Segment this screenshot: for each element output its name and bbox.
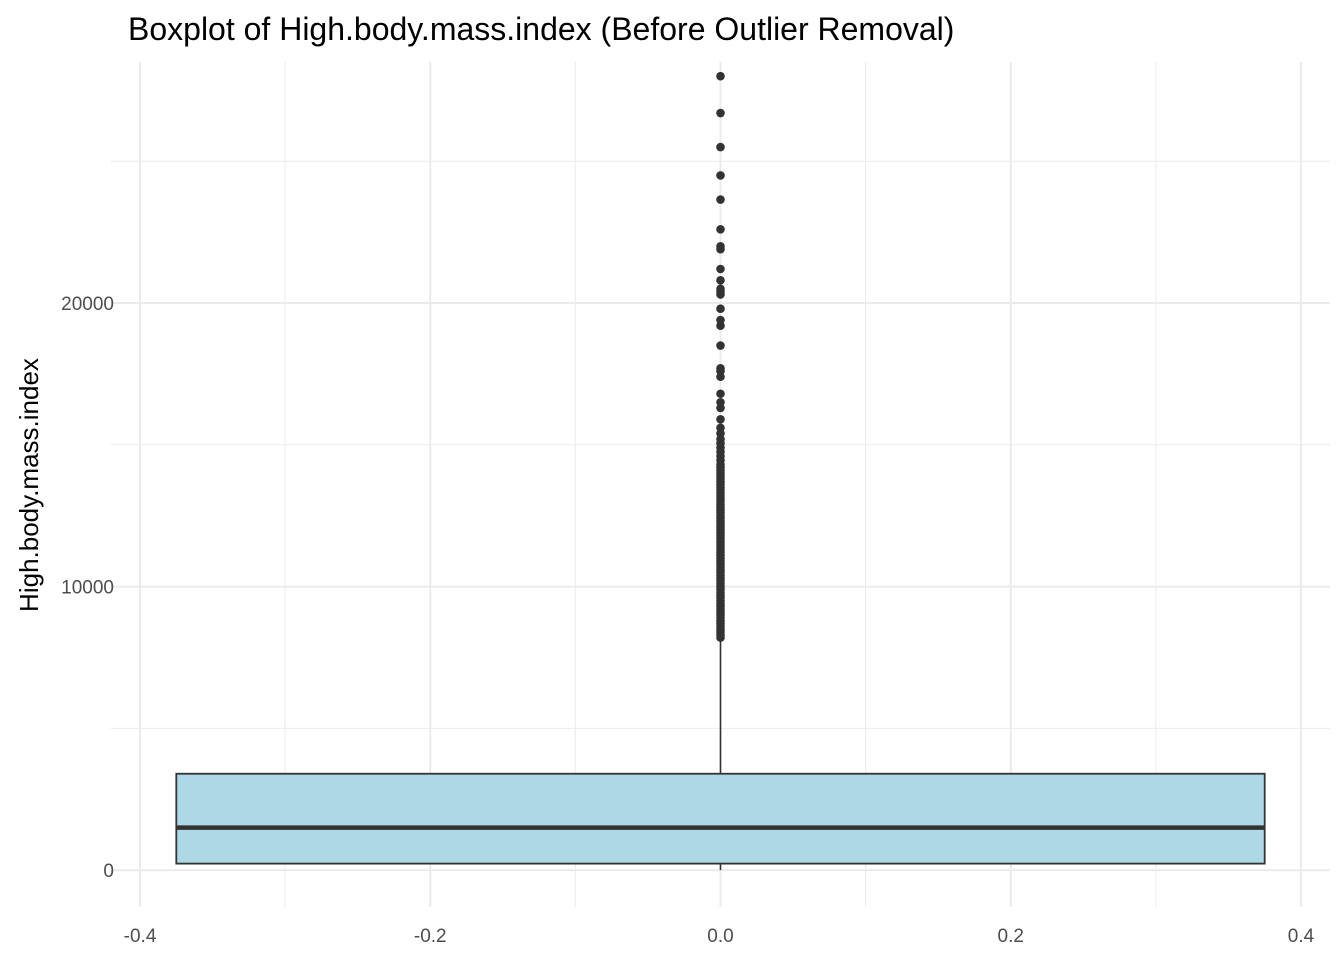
outlier-point	[716, 276, 725, 285]
chart-title: Boxplot of High.body.mass.index (Before …	[128, 11, 954, 47]
outlier-point	[716, 397, 725, 407]
outlier-point	[716, 242, 725, 251]
y-tick-label: 10000	[61, 578, 114, 599]
x-tick-label: 0.0	[707, 926, 733, 947]
x-tick-label: 0.2	[998, 926, 1024, 947]
outlier-point	[716, 171, 725, 180]
x-tick-label: -0.4	[124, 926, 157, 947]
outlier-point	[716, 414, 725, 424]
outlier-point	[716, 363, 725, 373]
box-layer	[175, 637, 1266, 871]
outlier-point	[716, 142, 725, 152]
outlier-point	[716, 315, 725, 325]
x-tick-label: -0.2	[414, 926, 447, 947]
outlier-point	[716, 108, 725, 118]
outlier-point	[716, 264, 725, 274]
y-axis-label: High.body.mass.index	[14, 358, 44, 612]
outlier-point	[716, 341, 725, 350]
outlier-point	[716, 224, 725, 234]
x-tick-label: 0.4	[1288, 926, 1315, 947]
outlier-point	[716, 389, 725, 399]
tick-label-layer: -0.4 -0.2 0.0 0.2 0.4 0 10000 20000	[61, 294, 1314, 947]
outlier-point	[716, 304, 725, 313]
outlier-point	[716, 195, 725, 204]
outlier-point	[716, 284, 725, 294]
y-tick-label: 0	[103, 861, 114, 882]
outlier-point	[716, 71, 725, 81]
iqr-box	[175, 772, 1266, 865]
y-tick-label: 20000	[61, 294, 114, 315]
outlier-point	[716, 423, 725, 433]
outlier-layer	[716, 71, 725, 642]
